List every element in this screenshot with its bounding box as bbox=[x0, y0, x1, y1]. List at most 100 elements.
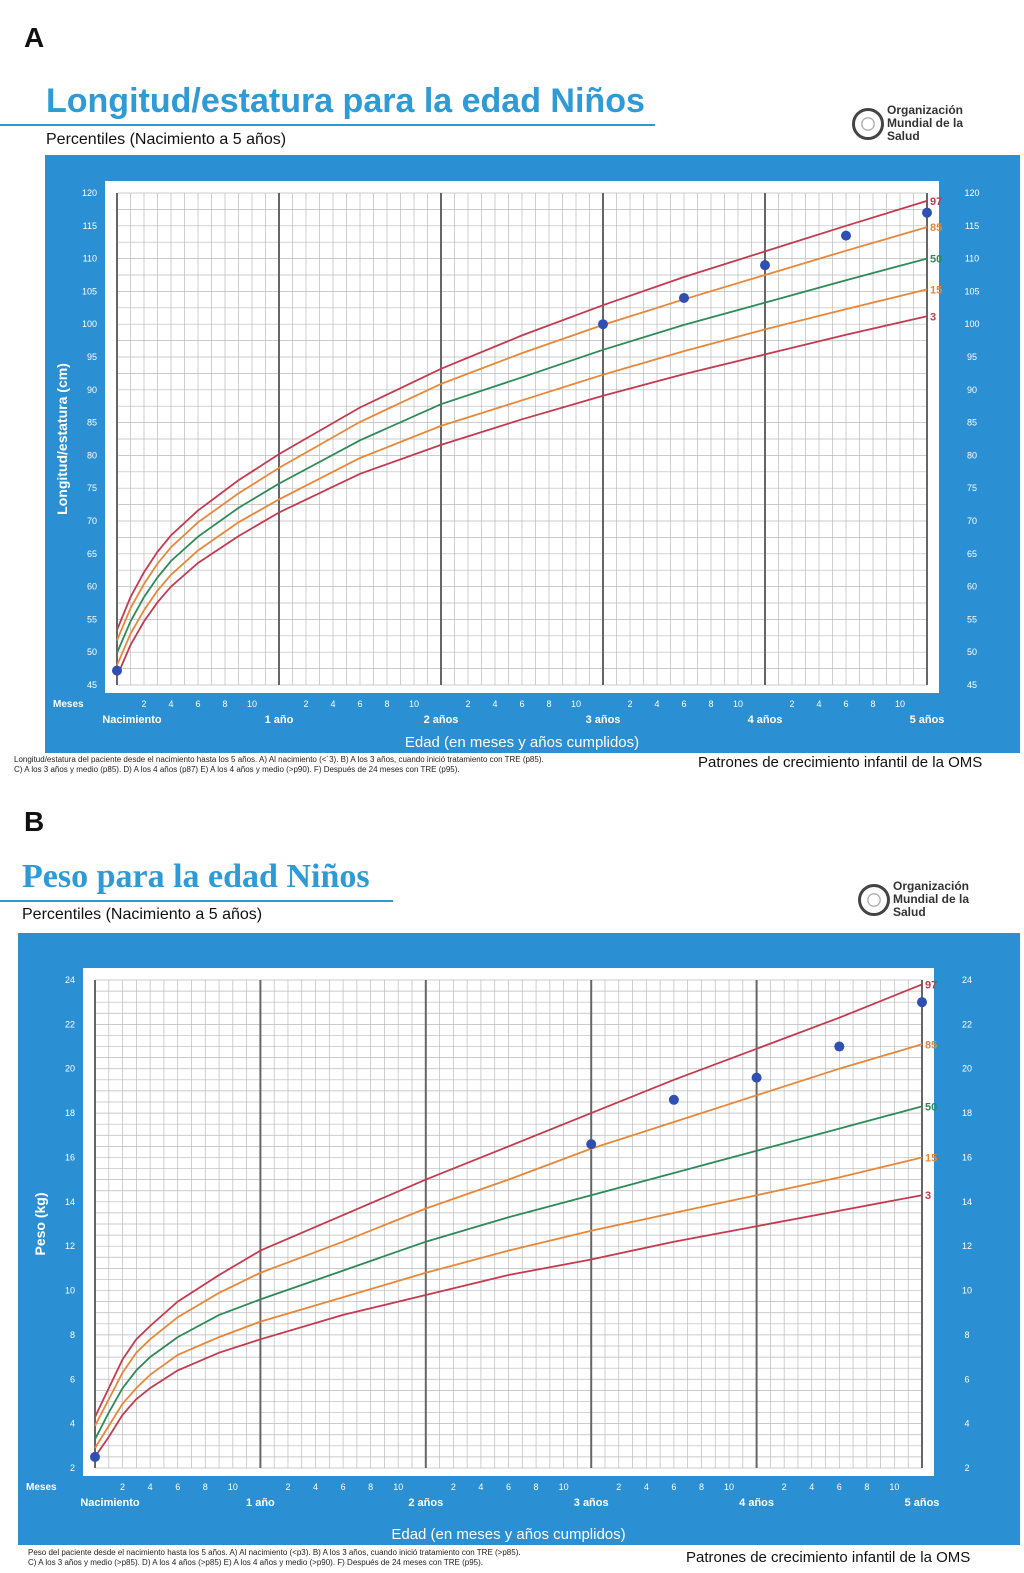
patient-data-point bbox=[834, 1041, 845, 1052]
y-tick-label-right: 55 bbox=[967, 614, 977, 624]
panel-label-b: B bbox=[24, 806, 45, 837]
y-tick-label-left: 65 bbox=[87, 549, 97, 559]
y-tick-label-right: 80 bbox=[967, 450, 977, 460]
month-tick-label: 4 bbox=[148, 1482, 153, 1492]
year-tick-label: 2 años bbox=[424, 714, 459, 726]
percentile-label-p15: 15 bbox=[925, 1152, 937, 1164]
chart-b-subtitle: Percentiles (Nacimiento a 5 años) bbox=[22, 906, 263, 923]
y-tick-label-left: 100 bbox=[82, 319, 97, 329]
percentile-line-p97 bbox=[94, 983, 923, 1418]
who-globe-icon bbox=[858, 883, 890, 916]
patient-data-point bbox=[751, 1072, 762, 1083]
month-tick-label: 6 bbox=[506, 1482, 511, 1492]
y-tick-label-right: 95 bbox=[967, 352, 977, 362]
patient-data-point bbox=[917, 997, 927, 1008]
patient-data-point bbox=[90, 1451, 100, 1462]
y-tick-label-left: 14 bbox=[65, 1197, 75, 1207]
y-tick-label-right: 2 bbox=[964, 1463, 969, 1473]
y-tick-label-left: 45 bbox=[87, 680, 97, 690]
percentile-line-p50 bbox=[116, 257, 928, 654]
year-tick-label: Nacimiento bbox=[80, 1497, 140, 1509]
y-tick-label-right: 45 bbox=[967, 680, 977, 690]
y-tick-label-right: 14 bbox=[962, 1197, 972, 1207]
percentile-label-p85: 85 bbox=[925, 1039, 937, 1051]
month-tick-label: 10 bbox=[559, 1482, 569, 1492]
y-tick-label-left: 4 bbox=[70, 1419, 75, 1429]
year-tick-label: 3 años bbox=[574, 1497, 609, 1509]
y-tick-label-left: 105 bbox=[82, 286, 97, 296]
percentile-label-p15: 15 bbox=[930, 284, 942, 296]
month-tick-label: 10 bbox=[724, 1482, 734, 1492]
y-tick-label-right: 100 bbox=[964, 319, 979, 329]
percentile-label-p50: 50 bbox=[930, 254, 942, 266]
y-tick-label-left: 75 bbox=[87, 483, 97, 493]
y-tick-label-right: 24 bbox=[962, 975, 972, 985]
month-tick-label: 4 bbox=[654, 699, 659, 709]
y-tick-label-right: 50 bbox=[967, 647, 977, 657]
y-tick-label-right: 4 bbox=[964, 1419, 969, 1429]
y-tick-label-right: 20 bbox=[962, 1064, 972, 1074]
month-tick-label: 10 bbox=[409, 699, 419, 709]
month-tick-label: 8 bbox=[546, 699, 551, 709]
year-tick-label: 3 años bbox=[586, 714, 621, 726]
y-tick-label-right: 70 bbox=[967, 516, 977, 526]
month-tick-label: 2 bbox=[789, 699, 794, 709]
y-axis-label: Peso (kg) bbox=[32, 1192, 48, 1255]
month-tick-label: 2 bbox=[627, 699, 632, 709]
percentile-label-p97: 97 bbox=[930, 196, 942, 208]
year-tick-label: 4 años bbox=[739, 1497, 774, 1509]
y-tick-label-left: 8 bbox=[70, 1330, 75, 1340]
year-tick-label: Nacimiento bbox=[102, 714, 162, 726]
y-tick-label-right: 85 bbox=[967, 418, 977, 428]
month-tick-label: 2 bbox=[782, 1482, 787, 1492]
y-axis-label: Longitud/estatura (cm) bbox=[54, 363, 70, 515]
month-tick-label: 2 bbox=[120, 1482, 125, 1492]
month-tick-label: 6 bbox=[195, 699, 200, 709]
month-tick-label: 6 bbox=[681, 699, 686, 709]
month-tick-label: 10 bbox=[889, 1482, 899, 1492]
percentile-line-p50 bbox=[94, 1105, 923, 1440]
month-tick-label: 8 bbox=[699, 1482, 704, 1492]
chart-b-source: Patrones de crecimiento infantil de la O… bbox=[686, 1549, 971, 1566]
y-tick-label-left: 70 bbox=[87, 516, 97, 526]
y-tick-label-left: 20 bbox=[65, 1064, 75, 1074]
month-tick-label: 2 bbox=[451, 1482, 456, 1492]
y-tick-label-left: 90 bbox=[87, 385, 97, 395]
percentile-line-p15 bbox=[116, 288, 928, 666]
month-tick-label: 8 bbox=[708, 699, 713, 709]
panel-label-a: A bbox=[24, 22, 45, 53]
percentile-label-p3: 3 bbox=[930, 311, 936, 323]
y-tick-label-left: 60 bbox=[87, 582, 97, 592]
y-tick-label-right: 16 bbox=[962, 1152, 972, 1162]
month-tick-label: 4 bbox=[330, 699, 335, 709]
percentile-line-p3 bbox=[94, 1194, 923, 1458]
chart-a-source: Patrones de crecimiento infantil de la O… bbox=[698, 754, 983, 771]
percentile-line-p97 bbox=[116, 200, 928, 631]
percentile-label-p3: 3 bbox=[925, 1190, 931, 1202]
month-tick-label: 8 bbox=[384, 699, 389, 709]
y-tick-label-right: 6 bbox=[964, 1374, 969, 1384]
month-tick-label: 8 bbox=[534, 1482, 539, 1492]
percentile-line-p85 bbox=[94, 1043, 923, 1427]
y-tick-label-left: 24 bbox=[65, 975, 75, 985]
y-tick-label-left: 2 bbox=[70, 1463, 75, 1473]
y-tick-label-right: 65 bbox=[967, 549, 977, 559]
month-tick-label: 4 bbox=[809, 1482, 814, 1492]
year-tick-label: 4 años bbox=[748, 714, 783, 726]
month-tick-label: 6 bbox=[837, 1482, 842, 1492]
percentile-line-p3 bbox=[116, 315, 928, 677]
month-tick-label: 8 bbox=[222, 699, 227, 709]
month-tick-label: 2 bbox=[285, 1482, 290, 1492]
month-tick-label: 4 bbox=[816, 699, 821, 709]
y-tick-label-left: 22 bbox=[65, 1019, 75, 1029]
patient-data-point bbox=[679, 292, 689, 303]
y-tick-label-left: 10 bbox=[65, 1286, 75, 1296]
percentile-label-p50: 50 bbox=[925, 1101, 937, 1113]
month-tick-label: 4 bbox=[313, 1482, 318, 1492]
y-tick-label-left: 18 bbox=[65, 1108, 75, 1118]
chart-a-caption: Longitud/estatura del paciente desde el … bbox=[14, 755, 544, 774]
title-underline bbox=[0, 124, 655, 126]
year-tick-label: 1 año bbox=[246, 1497, 275, 1509]
year-tick-label: 2 años bbox=[408, 1497, 443, 1509]
y-tick-label-left: 120 bbox=[82, 188, 97, 198]
